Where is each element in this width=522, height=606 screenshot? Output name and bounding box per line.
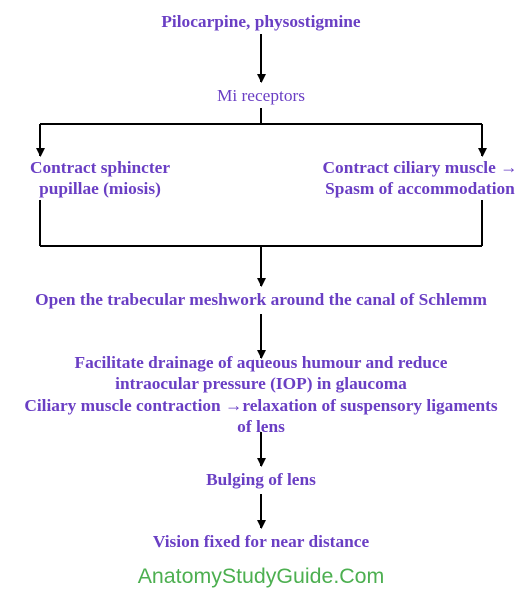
flow-node-n1: Pilocarpine, physostigmine [111, 11, 411, 33]
flow-node-n6: Facilitate drainage of aqueous humour an… [16, 352, 506, 439]
watermark-text: AnatomyStudyGuide.Com [138, 564, 385, 588]
flow-node-n7: Bulging of lens [161, 469, 361, 491]
watermark: AnatomyStudyGuide.Com [111, 564, 411, 589]
flow-node-n8: Vision fixed for near distance [111, 531, 411, 553]
flow-node-n2: Mi receptors [161, 85, 361, 107]
flow-node-n4: Contract ciliary muscle →Spasm of accomm… [320, 157, 520, 200]
flow-node-n3: Contract sphincterpupillae (miosis) [5, 157, 195, 200]
flow-node-n5: Open the trabecular meshwork around the … [26, 289, 496, 311]
